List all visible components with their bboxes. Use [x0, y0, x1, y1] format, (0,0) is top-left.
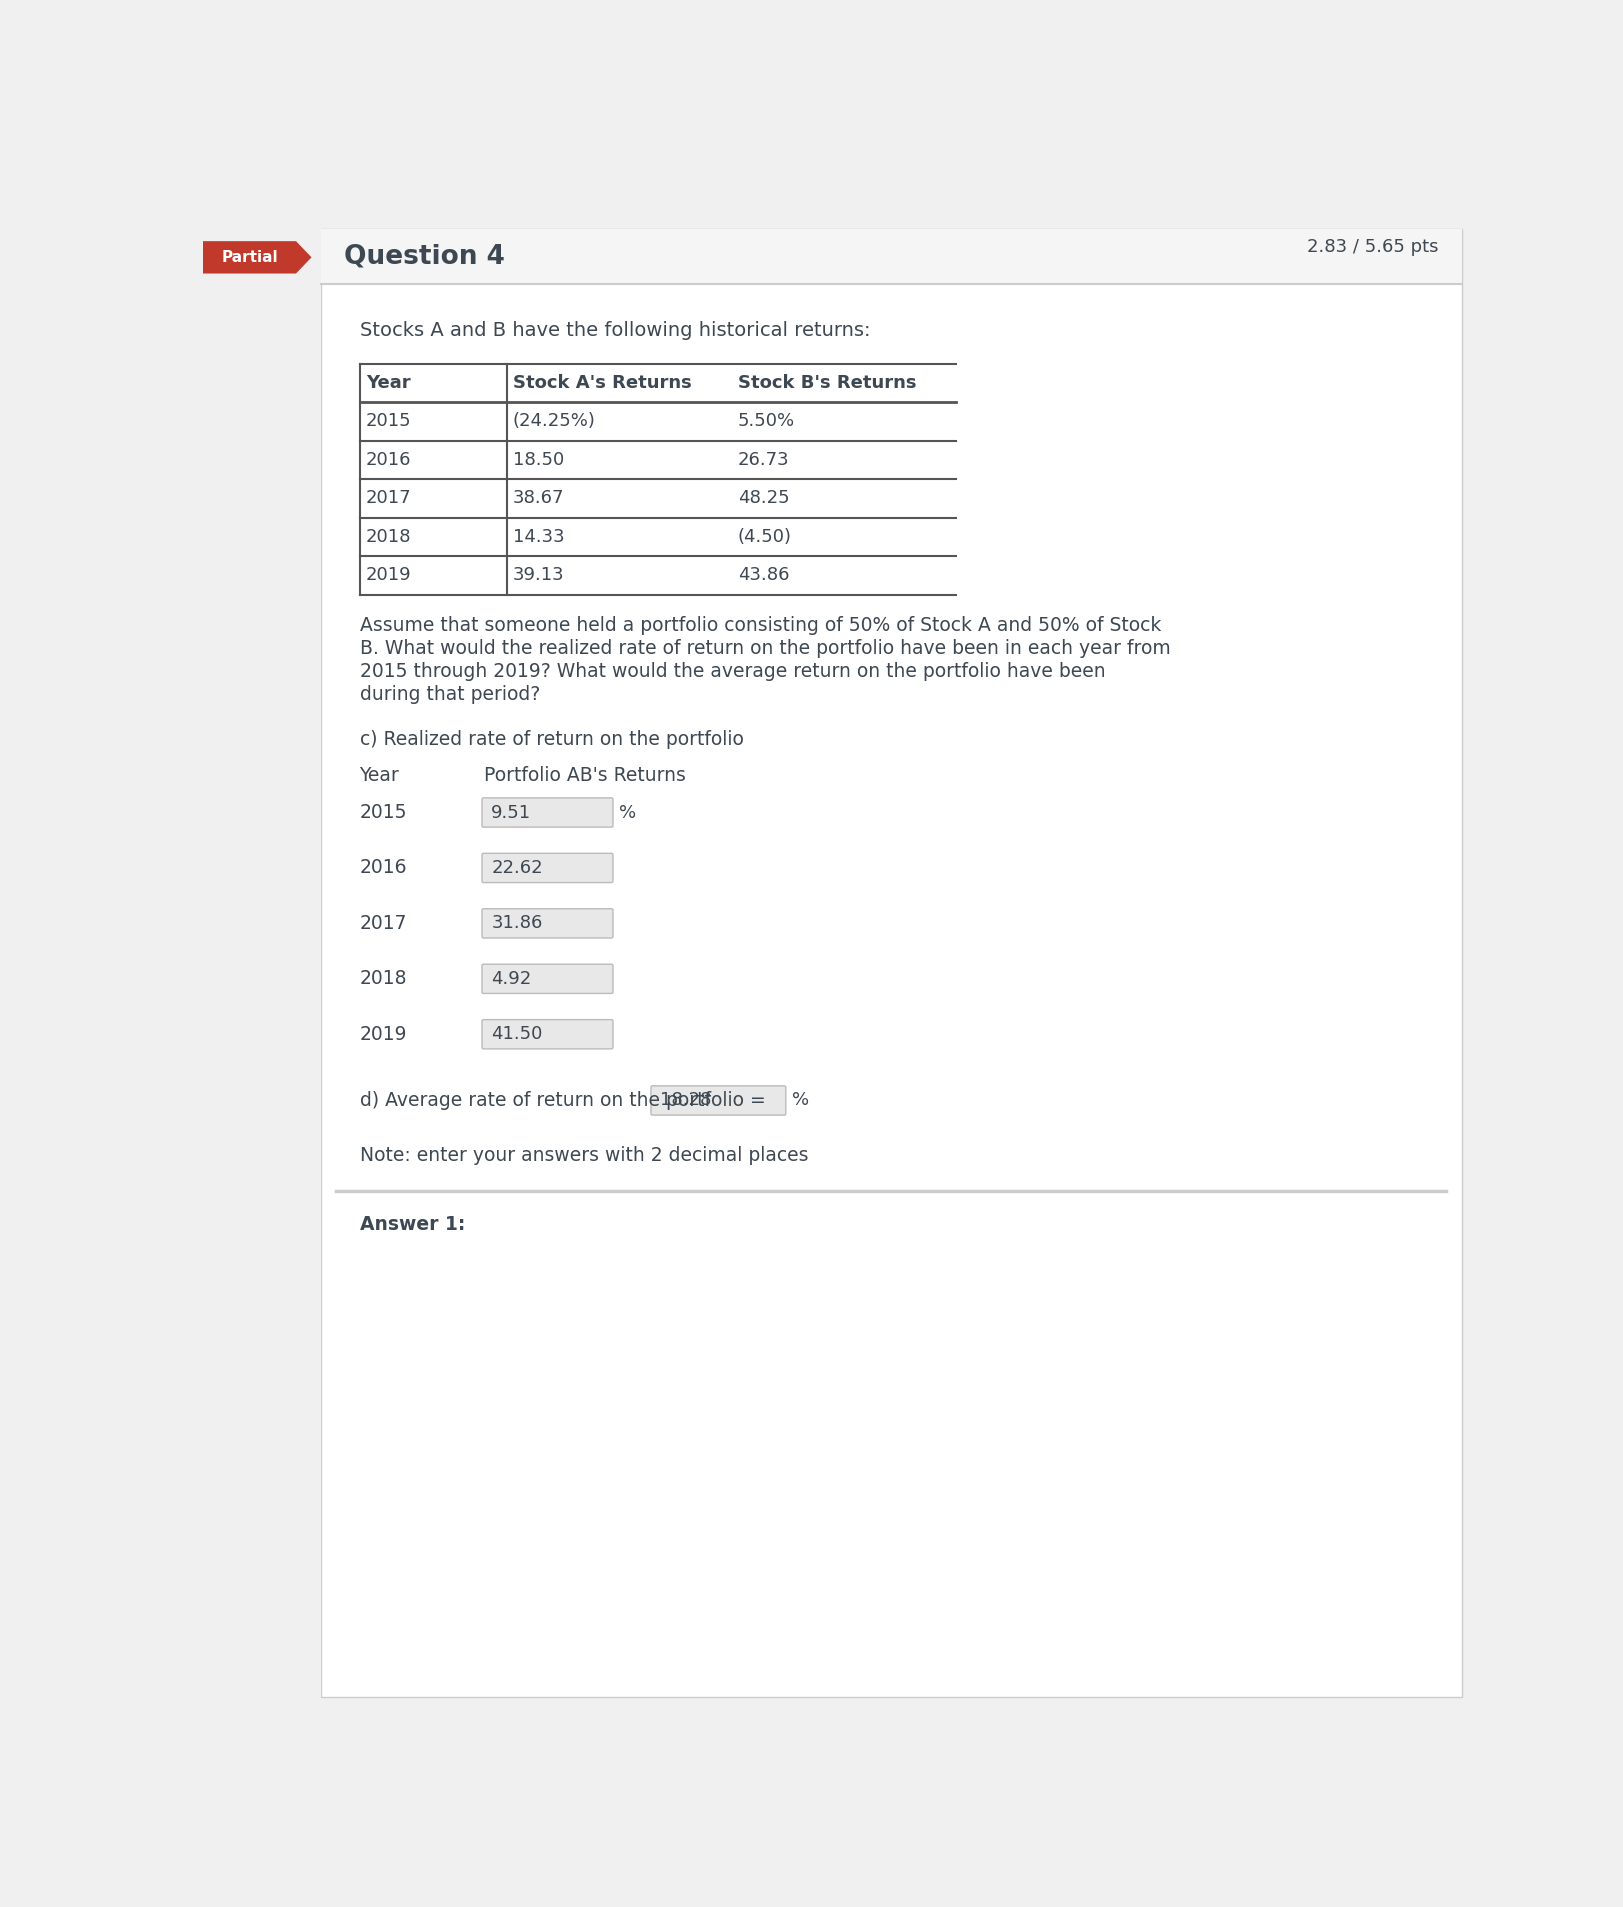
Text: 14.33: 14.33	[513, 528, 565, 545]
Text: (4.50): (4.50)	[737, 528, 792, 545]
Text: during that period?: during that period?	[359, 685, 539, 704]
Text: 2017: 2017	[365, 490, 411, 507]
Text: %: %	[618, 803, 636, 822]
Text: Note: enter your answers with 2 decimal places: Note: enter your answers with 2 decimal …	[359, 1146, 808, 1165]
Text: 2015: 2015	[365, 412, 411, 431]
FancyBboxPatch shape	[321, 229, 1461, 1697]
Text: (24.25%): (24.25%)	[513, 412, 596, 431]
FancyBboxPatch shape	[482, 965, 612, 994]
Bar	[321, 229, 1461, 284]
Text: B. What would the realized rate of return on the portfolio have been in each yea: B. What would the realized rate of retur…	[359, 639, 1170, 658]
Text: Partial: Partial	[221, 250, 278, 265]
Text: %: %	[792, 1091, 808, 1110]
Text: 41.50: 41.50	[492, 1026, 542, 1043]
Text: 31.86: 31.86	[492, 913, 542, 933]
Text: 2018: 2018	[365, 528, 411, 545]
Text: c) Realized rate of return on the portfolio: c) Realized rate of return on the portfo…	[359, 730, 743, 749]
Text: 18.28: 18.28	[661, 1091, 711, 1110]
Bar	[203, 229, 321, 1697]
Text: 2019: 2019	[365, 566, 411, 584]
Text: Year: Year	[359, 765, 399, 784]
FancyBboxPatch shape	[482, 910, 612, 938]
FancyBboxPatch shape	[482, 797, 612, 828]
Text: 48.25: 48.25	[737, 490, 789, 507]
Text: 39.13: 39.13	[513, 566, 565, 584]
Text: 2.83 / 5.65 pts: 2.83 / 5.65 pts	[1307, 238, 1438, 256]
Text: 2015 through 2019? What would the average return on the portfolio have been: 2015 through 2019? What would the averag…	[359, 662, 1105, 681]
FancyBboxPatch shape	[651, 1085, 786, 1116]
Text: 2018: 2018	[359, 969, 407, 988]
Text: Stocks A and B have the following historical returns:: Stocks A and B have the following histor…	[359, 320, 870, 339]
Text: 9.51: 9.51	[492, 803, 531, 822]
Text: 2017: 2017	[359, 913, 407, 933]
FancyBboxPatch shape	[482, 1020, 612, 1049]
FancyBboxPatch shape	[482, 852, 612, 883]
Text: 2016: 2016	[359, 858, 407, 877]
Text: Stock B's Returns: Stock B's Returns	[737, 374, 915, 391]
Text: d) Average rate of return on the portfolio =: d) Average rate of return on the portfol…	[359, 1091, 764, 1110]
Text: Portfolio AB's Returns: Portfolio AB's Returns	[484, 765, 685, 784]
Text: Year: Year	[365, 374, 411, 391]
Text: Answer 1:: Answer 1:	[359, 1215, 464, 1234]
Text: Question 4: Question 4	[344, 244, 505, 269]
Text: 22.62: 22.62	[492, 858, 542, 877]
Text: 4.92: 4.92	[492, 971, 531, 988]
Text: 2019: 2019	[359, 1024, 407, 1043]
Text: Assume that someone held a portfolio consisting of 50% of Stock A and 50% of Sto: Assume that someone held a portfolio con…	[359, 616, 1160, 635]
Text: 5.50%: 5.50%	[737, 412, 794, 431]
Text: 18.50: 18.50	[513, 450, 563, 469]
Text: 2016: 2016	[365, 450, 411, 469]
Text: 26.73: 26.73	[737, 450, 789, 469]
Text: Stock A's Returns: Stock A's Returns	[513, 374, 691, 391]
Text: 43.86: 43.86	[737, 566, 789, 584]
Polygon shape	[203, 240, 312, 273]
Text: 2015: 2015	[359, 803, 407, 822]
Text: 38.67: 38.67	[513, 490, 565, 507]
